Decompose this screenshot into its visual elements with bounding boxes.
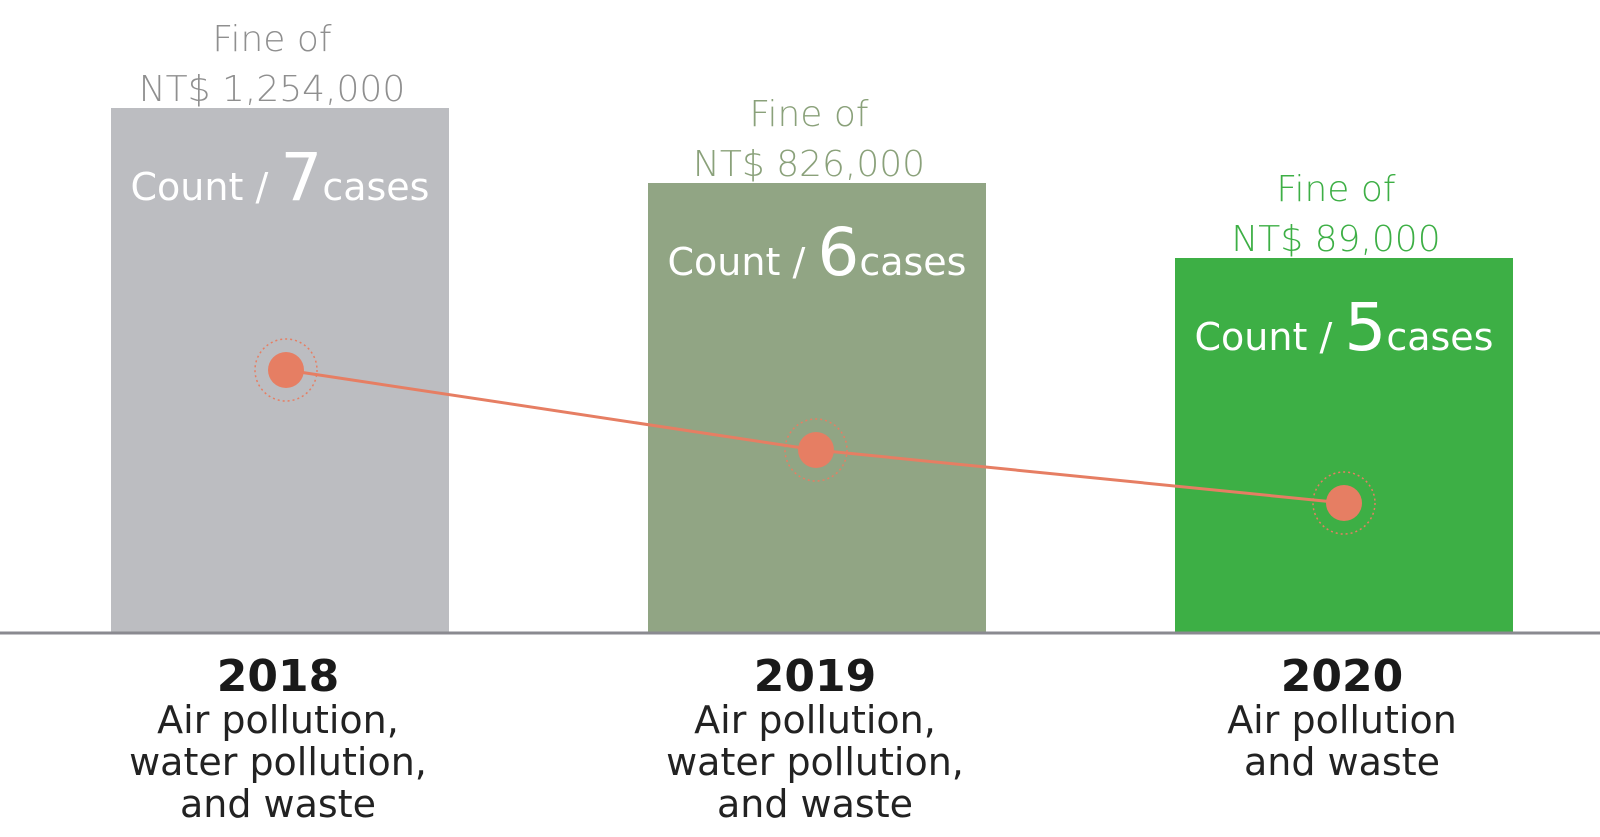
fine-label-line1-2019: Fine of: [749, 94, 869, 135]
count-label-2018: Count / 7cases: [131, 139, 430, 216]
fine-label-line2-2019: NT$ 826,000: [693, 144, 925, 185]
count-value-2018: 7: [280, 139, 322, 216]
bar-2019: [648, 183, 986, 633]
description-2019-line1: Air pollution,: [694, 698, 936, 742]
fine-trend-line-group: [254, 338, 1376, 535]
count-value-2019: 6: [817, 214, 859, 291]
fine-point-2019: [798, 432, 834, 468]
fine-point-halo-2018: [254, 338, 318, 402]
year-label-2018: 2018: [217, 651, 339, 702]
count-unit-2020: cases: [1386, 315, 1493, 359]
bars-group: [111, 108, 1513, 633]
description-2019-line2: water pollution,: [666, 740, 964, 784]
fine-label-line2-2018: NT$ 1,254,000: [139, 69, 405, 110]
count-value-2020: 5: [1344, 289, 1386, 366]
description-2019-line3: and waste: [717, 782, 913, 826]
description-2018-line1: Air pollution,: [157, 698, 399, 742]
fine-point-2018: [268, 352, 304, 388]
count-unit-2019: cases: [859, 240, 966, 284]
count-unit-2018: cases: [322, 165, 429, 209]
description-2018-line3: and waste: [180, 782, 376, 826]
fine-point-2020: [1326, 485, 1362, 521]
count-prefix-2019: Count /: [668, 240, 818, 284]
fine-label-line2-2020: NT$ 89,000: [1231, 219, 1440, 260]
bar-2020: [1175, 258, 1513, 633]
count-label-2019: Count / 6cases: [668, 214, 967, 291]
count-label-2020: Count / 5cases: [1195, 289, 1494, 366]
fine-point-halo-2020: [1312, 471, 1376, 535]
description-2020-line2: and waste: [1244, 740, 1440, 784]
year-label-2019: 2019: [754, 651, 876, 702]
year-label-2020: 2020: [1281, 651, 1403, 702]
count-prefix-2018: Count /: [131, 165, 281, 209]
fine-point-halo-2019: [784, 418, 848, 482]
count-prefix-2020: Count /: [1195, 315, 1345, 359]
description-2018-line2: water pollution,: [129, 740, 427, 784]
description-2020-line1: Air pollution: [1227, 698, 1457, 742]
fine-label-line1-2018: Fine of: [212, 19, 332, 60]
fine-label-line1-2020: Fine of: [1276, 169, 1396, 210]
